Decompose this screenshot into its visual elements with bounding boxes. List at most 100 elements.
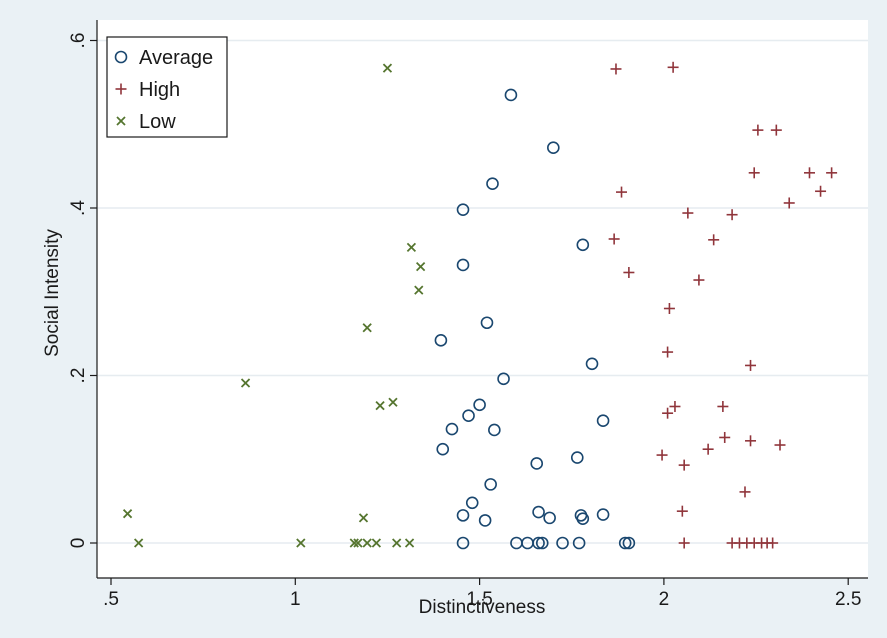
- point-average-20: [456, 509, 470, 522]
- legend-label-low: Low: [139, 111, 176, 133]
- legend-label-high: High: [139, 79, 180, 101]
- point-average-2: [486, 177, 499, 191]
- point-high-0: [610, 63, 622, 75]
- point-high-25: [702, 443, 714, 455]
- point-average-15: [436, 442, 450, 456]
- point-high-7: [815, 185, 827, 197]
- legend-marker-high: [115, 83, 127, 95]
- point-average-25: [576, 512, 590, 526]
- point-high-37: [767, 537, 779, 549]
- point-high-24: [774, 439, 786, 451]
- series-low: [122, 63, 426, 548]
- point-average-33: [572, 536, 586, 550]
- point-average-18: [484, 478, 497, 491]
- point-low-11: [296, 538, 306, 548]
- point-low-2: [415, 261, 426, 272]
- point-high-28: [739, 486, 751, 498]
- point-high-14: [623, 266, 635, 278]
- point-average-8: [585, 357, 599, 371]
- point-high-16: [663, 303, 675, 314]
- point-low-5: [240, 378, 251, 388]
- y-tick-label-3: .6: [68, 33, 89, 49]
- point-high-3: [770, 124, 782, 136]
- point-average-3: [456, 203, 470, 216]
- legend-marker-low: [116, 116, 126, 126]
- point-high-17: [662, 346, 674, 358]
- legend-items: [114, 50, 128, 126]
- point-high-6: [748, 167, 760, 179]
- y-axis-title: Social Intensity: [42, 229, 63, 357]
- point-high-26: [656, 449, 668, 461]
- point-high-2: [752, 124, 764, 136]
- legend-label-average: Average: [139, 47, 213, 69]
- point-average-9: [497, 372, 510, 386]
- point-high-15: [693, 274, 705, 286]
- point-high-10: [682, 207, 694, 219]
- point-average-11: [473, 398, 486, 412]
- y-tick-label-0: 0: [68, 538, 89, 549]
- point-average-5: [456, 258, 470, 272]
- point-low-8: [122, 509, 133, 519]
- point-high-21: [662, 407, 674, 419]
- legend-marker-average: [114, 50, 128, 64]
- point-low-4: [362, 323, 372, 333]
- point-high-5: [826, 167, 838, 179]
- point-average-1: [547, 141, 560, 154]
- point-high-13: [708, 234, 720, 246]
- point-high-19: [717, 400, 729, 412]
- point-low-1: [406, 242, 417, 252]
- point-high-9: [783, 197, 795, 209]
- point-high-4: [803, 167, 815, 179]
- point-low-15: [371, 538, 382, 548]
- legend-box: [106, 36, 228, 138]
- point-average-17: [570, 451, 584, 464]
- point-low-12: [349, 538, 359, 548]
- y-tick-label-2: .4: [68, 200, 89, 216]
- point-high-11: [726, 209, 738, 221]
- point-average-4: [576, 238, 590, 252]
- point-high-30: [678, 537, 690, 549]
- point-average-0: [504, 88, 518, 102]
- x-axis-title: Distinctiveness: [419, 597, 546, 618]
- axes: 0 .2 .4 .6 .5 1 1.5 2 2.5: [68, 20, 868, 610]
- point-average-16: [530, 457, 544, 470]
- point-high-8: [616, 186, 628, 198]
- point-low-6: [388, 397, 398, 407]
- point-low-0: [382, 63, 393, 73]
- point-average-6: [480, 316, 494, 330]
- point-average-26: [596, 508, 610, 521]
- point-low-13: [353, 538, 363, 548]
- point-average-23: [543, 511, 556, 525]
- point-average-14: [596, 414, 610, 428]
- point-average-30: [532, 536, 545, 550]
- point-low-7: [375, 401, 385, 411]
- series-high: [608, 61, 838, 549]
- point-average-10: [462, 409, 475, 423]
- point-average-22: [532, 505, 545, 519]
- point-average-27: [456, 536, 470, 550]
- point-high-12: [608, 233, 620, 245]
- point-average-34: [618, 536, 632, 550]
- point-average-32: [556, 536, 569, 550]
- point-average-35: [622, 536, 636, 550]
- x-tick-label-0: .5: [103, 589, 119, 610]
- point-average-21: [478, 514, 492, 527]
- point-low-16: [392, 538, 402, 548]
- point-average-7: [434, 334, 448, 347]
- x-tick-label-3: 2: [659, 589, 670, 610]
- point-low-14: [362, 538, 372, 548]
- legend: Average High Low: [106, 36, 228, 138]
- point-low-10: [134, 538, 144, 548]
- point-high-18: [745, 359, 757, 371]
- point-low-9: [358, 513, 369, 523]
- point-high-22: [719, 431, 731, 443]
- data-points: [122, 61, 838, 550]
- point-high-29: [676, 505, 688, 517]
- point-low-17: [404, 538, 415, 548]
- point-average-31: [535, 536, 549, 550]
- x-tick-label-4: 2.5: [835, 589, 861, 610]
- point-average-13: [488, 423, 501, 437]
- x-tick-label-1: 1: [290, 589, 301, 610]
